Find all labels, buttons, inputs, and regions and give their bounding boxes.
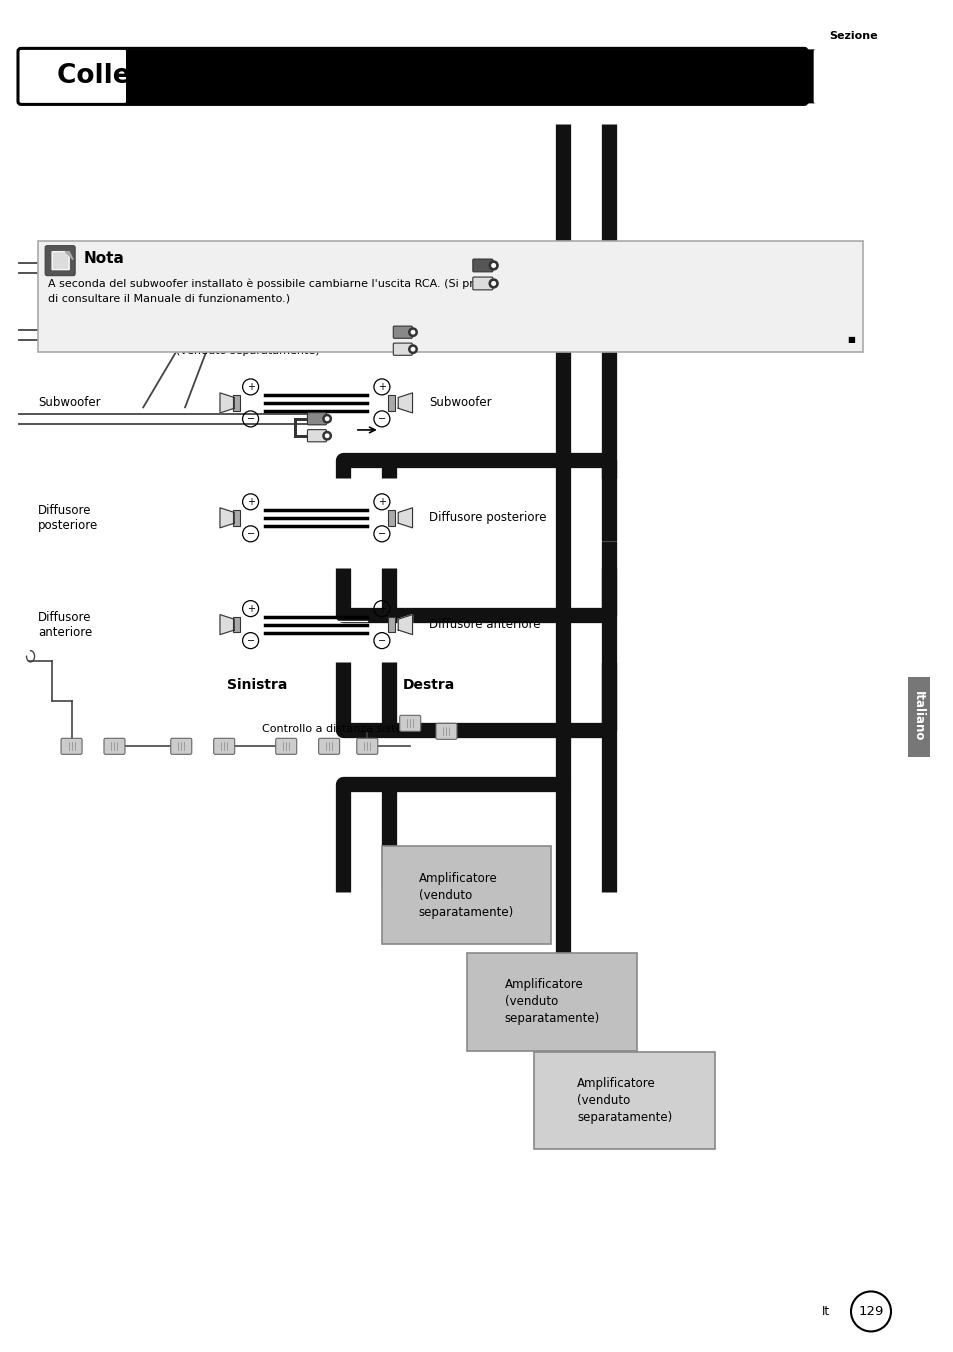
Text: Sinistra: Sinistra [227, 679, 288, 692]
Text: +: + [246, 381, 254, 392]
Circle shape [408, 345, 416, 353]
Bar [381, 846, 551, 944]
Polygon shape [397, 393, 412, 412]
Text: Nota: Nota [83, 251, 124, 266]
Circle shape [492, 281, 495, 285]
Bar [233, 395, 240, 411]
FancyBboxPatch shape [318, 738, 339, 754]
FancyBboxPatch shape [104, 738, 125, 754]
Bar [233, 617, 240, 633]
Bar [233, 510, 240, 526]
FancyBboxPatch shape [393, 326, 412, 338]
Text: −: − [377, 529, 386, 539]
Text: −: − [377, 414, 386, 425]
Text: −: − [246, 529, 254, 539]
FancyBboxPatch shape [213, 738, 234, 754]
Circle shape [489, 279, 497, 288]
Text: It: It [821, 1305, 829, 1318]
Text: Diffusore
anteriore: Diffusore anteriore [38, 611, 92, 638]
FancyBboxPatch shape [436, 723, 456, 740]
Bar [387, 617, 395, 633]
FancyBboxPatch shape [307, 430, 326, 442]
FancyBboxPatch shape [356, 738, 377, 754]
Polygon shape [397, 615, 412, 634]
FancyBboxPatch shape [473, 260, 493, 272]
Circle shape [492, 264, 495, 268]
Circle shape [322, 415, 331, 423]
FancyBboxPatch shape [473, 277, 493, 289]
Text: −: − [246, 414, 254, 425]
Polygon shape [52, 251, 69, 269]
FancyBboxPatch shape [307, 412, 326, 425]
Text: +: + [377, 381, 386, 392]
FancyBboxPatch shape [393, 343, 412, 356]
Text: Controllo a distanza sistema: Controllo a distanza sistema [262, 725, 420, 734]
Bar [906, 676, 929, 757]
Text: Amplificatore
(venduto
separatamente): Amplificatore (venduto separatamente) [577, 1078, 672, 1124]
Polygon shape [220, 508, 234, 527]
Bar [534, 1052, 715, 1149]
Text: Sezione: Sezione [829, 31, 877, 41]
Bar [467, 953, 637, 1051]
Circle shape [325, 416, 329, 420]
Text: ■: ■ [846, 334, 855, 343]
Text: Diffusore
posteriore: Diffusore posteriore [38, 504, 98, 531]
Circle shape [411, 330, 415, 334]
Text: −: − [246, 635, 254, 646]
Circle shape [411, 347, 415, 352]
Text: Italiano: Italiano [911, 691, 924, 742]
Text: −: − [377, 635, 386, 646]
Text: +: + [246, 496, 254, 507]
Polygon shape [220, 615, 234, 634]
Text: +: + [377, 496, 386, 507]
Text: 03: 03 [861, 64, 893, 88]
Text: Subwoofer: Subwoofer [429, 396, 492, 410]
FancyBboxPatch shape [18, 49, 806, 104]
Text: A seconda del subwoofer installato è possibile cambiarne l'uscita RCA. (Si prega: A seconda del subwoofer installato è pos… [48, 279, 495, 303]
Text: Amplificatore
(venduto
separatamente): Amplificatore (venduto separatamente) [418, 872, 514, 918]
Bar [387, 510, 395, 526]
FancyBboxPatch shape [124, 50, 815, 103]
Circle shape [322, 431, 331, 439]
Text: +: + [246, 603, 254, 614]
FancyBboxPatch shape [275, 738, 296, 754]
Bar [387, 395, 395, 411]
Text: 129: 129 [858, 1305, 882, 1318]
Circle shape [325, 434, 329, 438]
Text: Amplificatore
(venduto
separatamente): Amplificatore (venduto separatamente) [504, 979, 599, 1025]
Text: +: + [377, 603, 386, 614]
Text: Diffusore posteriore: Diffusore posteriore [429, 511, 546, 525]
Polygon shape [397, 508, 412, 527]
FancyBboxPatch shape [399, 715, 420, 731]
Text: Destra: Destra [403, 679, 455, 692]
Circle shape [408, 329, 416, 337]
Text: Subwoofer: Subwoofer [38, 396, 101, 410]
Circle shape [489, 261, 497, 270]
Text: Collegamento del sistema: Collegamento del sistema [57, 62, 442, 89]
FancyBboxPatch shape [61, 738, 82, 754]
FancyBboxPatch shape [171, 738, 192, 754]
Text: Cavo RCA
(venduto separatamente): Cavo RCA (venduto separatamente) [176, 334, 320, 356]
Polygon shape [65, 251, 73, 260]
FancyBboxPatch shape [45, 246, 75, 276]
Circle shape [850, 1291, 890, 1332]
Text: Diffusore anteriore: Diffusore anteriore [429, 618, 540, 631]
Bar [38, 241, 862, 352]
Polygon shape [220, 393, 234, 412]
